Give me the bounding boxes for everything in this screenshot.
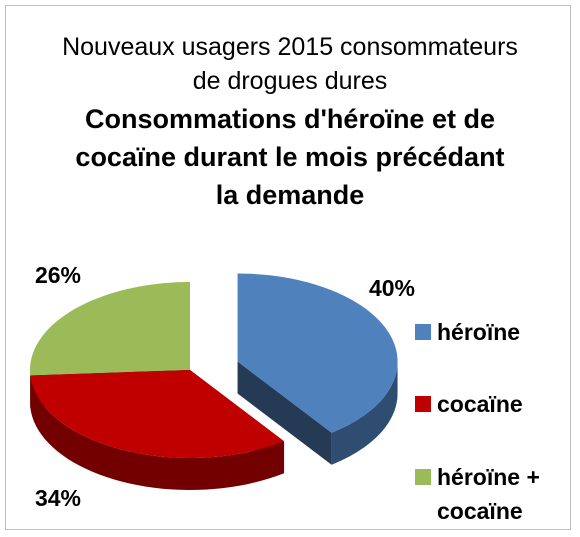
legend-label: cocaïne — [437, 391, 523, 417]
chart-frame — [5, 5, 571, 530]
slice-side — [30, 375, 285, 490]
legend-swatch — [415, 396, 431, 412]
legend-item: héroïne + cocaïne — [415, 460, 565, 528]
legend-swatch — [415, 469, 431, 485]
slice-inner-wall — [237, 361, 332, 465]
slice — [237, 273, 398, 433]
chart-title: Nouveaux usagers 2015 consommateurs de d… — [62, 33, 518, 95]
legend-item: héroïne — [415, 315, 520, 349]
legend-label: héroïne + cocaïne — [437, 464, 540, 524]
data-label: 34% — [35, 485, 81, 511]
slice — [30, 370, 285, 458]
legend-swatch — [415, 324, 431, 340]
legend-label: héroïne — [437, 319, 521, 345]
slice — [30, 282, 190, 376]
slice-side — [331, 361, 398, 465]
data-label: 40% — [369, 275, 415, 301]
chart-subtitle: Consommations d'héroïne et de cocaïne du… — [75, 104, 505, 210]
data-label: 26% — [35, 262, 81, 288]
legend-item: cocaïne — [415, 387, 523, 421]
